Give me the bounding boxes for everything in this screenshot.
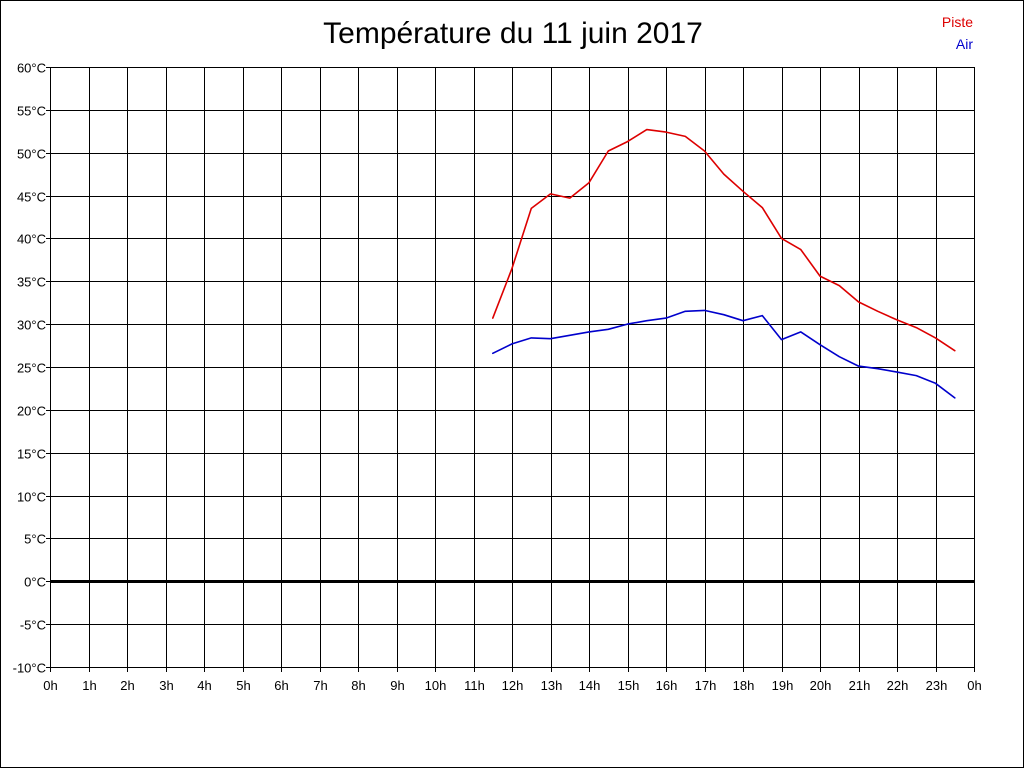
- x-tick-label: 18h: [733, 678, 755, 693]
- y-tick-label: -10°C: [13, 661, 46, 676]
- x-tick-label: 23h: [926, 678, 948, 693]
- y-tick-label: 55°C: [17, 104, 46, 119]
- x-tick-label: 3h: [159, 678, 173, 693]
- y-tick-label: 20°C: [17, 404, 46, 419]
- series-line-air: [491, 309, 956, 399]
- x-tick-label: 10h: [425, 678, 447, 693]
- x-tick-label: 2h: [120, 678, 134, 693]
- plot-border: [50, 67, 975, 668]
- x-tick-label: 17h: [695, 678, 717, 693]
- x-tick-label: 19h: [772, 678, 794, 693]
- y-tick-label: 10°C: [17, 490, 46, 505]
- x-tick-label: 6h: [274, 678, 288, 693]
- x-tick-label: 21h: [849, 678, 871, 693]
- legend-entry-air: Air: [955, 36, 973, 52]
- series-line-piste: [491, 128, 956, 352]
- x-tick-label: 12h: [502, 678, 524, 693]
- y-tick-label: 0°C: [24, 575, 46, 590]
- x-tick-label: 15h: [618, 678, 640, 693]
- y-tick-label: 25°C: [17, 361, 46, 376]
- x-tick-label: 20h: [810, 678, 832, 693]
- y-tick-label: 50°C: [17, 147, 46, 162]
- legend-entry-piste: Piste: [941, 14, 973, 30]
- x-tick-label: 1h: [82, 678, 96, 693]
- chart-title: Température du 11 juin 2017: [323, 17, 703, 50]
- x-tick-label: 8h: [351, 678, 365, 693]
- y-tick-label: 30°C: [17, 318, 46, 333]
- x-tick-label: 13h: [541, 678, 563, 693]
- x-tick-label: 11h: [464, 678, 485, 693]
- x-tick-label: 16h: [656, 678, 678, 693]
- y-tick-label: 15°C: [17, 447, 46, 462]
- x-tick-label: 22h: [887, 678, 909, 693]
- y-tick-label: 35°C: [17, 275, 46, 290]
- x-tick-label: 0h: [43, 678, 57, 693]
- y-tick-label: -5°C: [20, 618, 46, 633]
- x-tick-label: 4h: [197, 678, 211, 693]
- y-tick-label: 60°C: [17, 61, 46, 76]
- y-tick-label: 5°C: [24, 532, 46, 547]
- x-tick-label: 14h: [579, 678, 601, 693]
- y-tick-label: 40°C: [17, 232, 46, 247]
- x-tick-label: 5h: [236, 678, 250, 693]
- y-tick-label: 45°C: [17, 190, 46, 205]
- x-tick-label: 0h: [967, 678, 981, 693]
- x-tick-label: 9h: [390, 678, 404, 693]
- x-tick-label: 7h: [313, 678, 327, 693]
